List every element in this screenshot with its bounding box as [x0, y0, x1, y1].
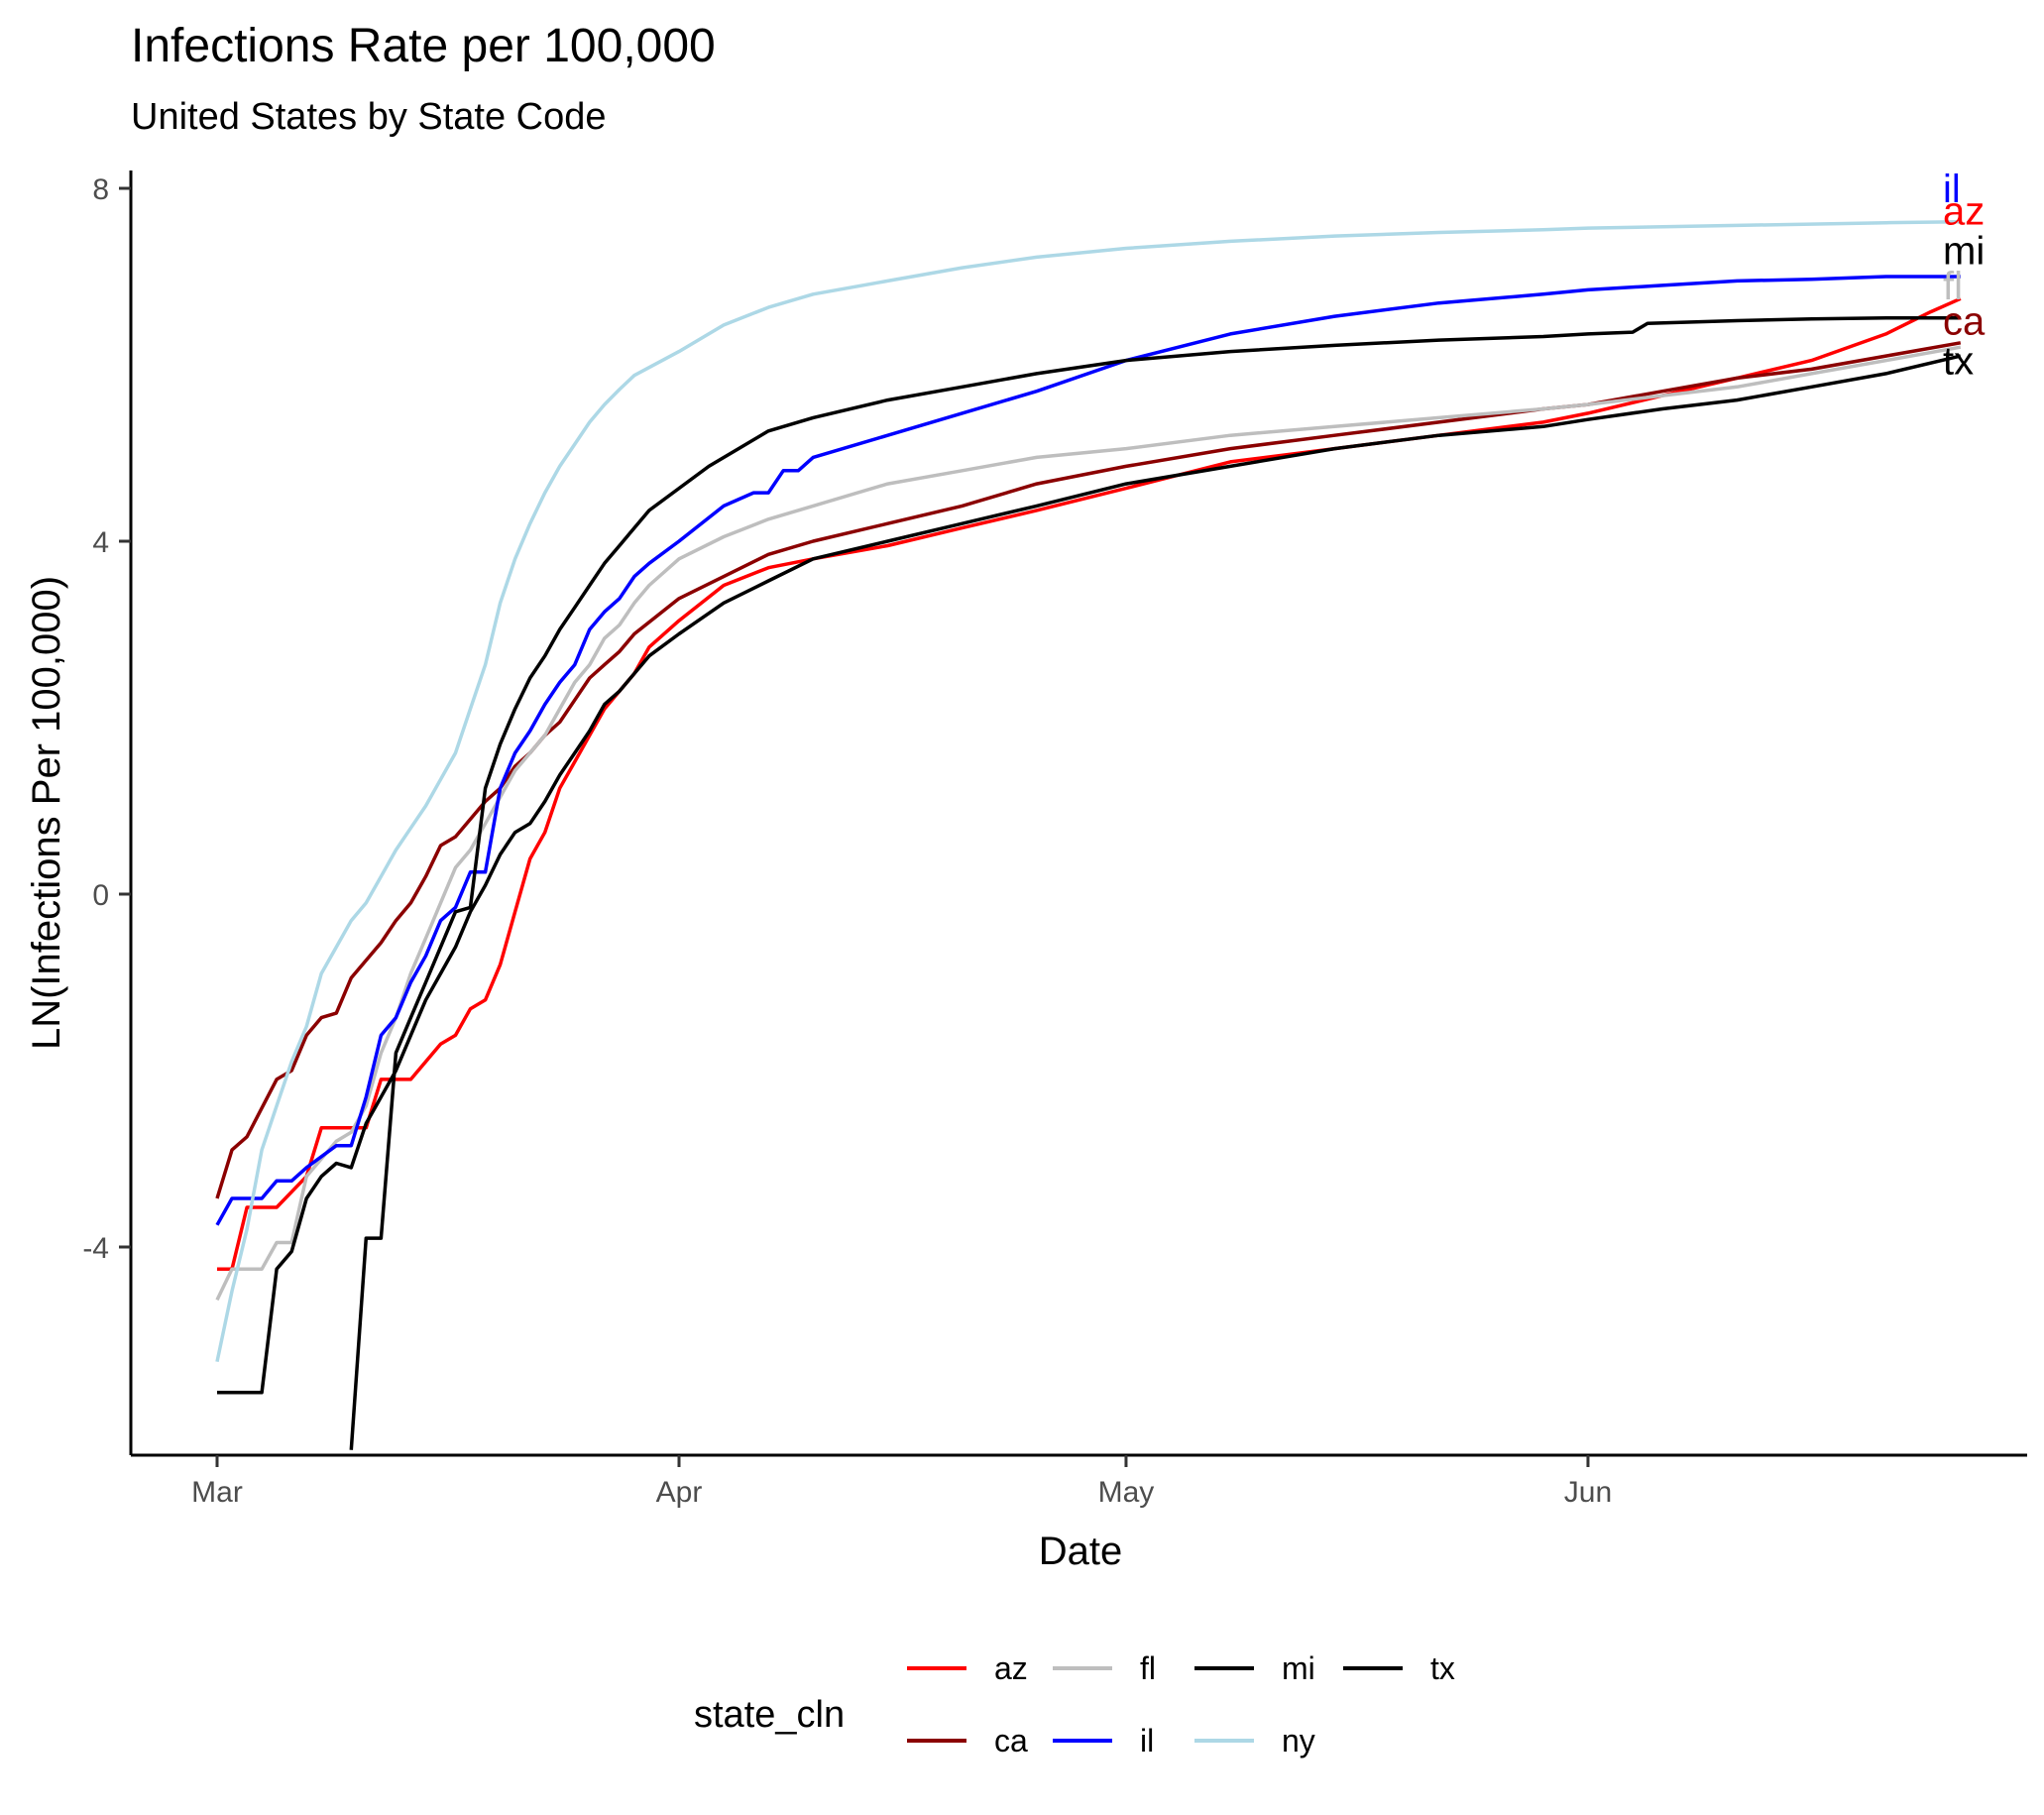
plot-lines [215, 220, 1962, 1450]
legend-item-az: az [907, 1650, 1028, 1686]
x-axis-title: Date [1039, 1530, 1123, 1573]
y-tick-label: 8 [92, 173, 109, 206]
x-tick-label: Jun [1564, 1476, 1612, 1509]
y-tick-label: -4 [82, 1232, 109, 1265]
end-label-tx: tx [1943, 340, 1974, 384]
legend: state_cln az ca fl il mi ny tx [694, 1650, 1455, 1758]
end-label-ca: ca [1943, 300, 1986, 344]
x-tick-label: Mar [191, 1476, 243, 1509]
series-line-az [217, 296, 1962, 1272]
series-line-ny [215, 220, 1961, 1363]
x-tick-label: May [1098, 1476, 1155, 1509]
chart-title: Infections Rate per 100,000 [131, 20, 716, 72]
legend-title: state_cln [694, 1694, 845, 1736]
legend-item-mi: mi [1194, 1650, 1315, 1686]
legend-label-fl: fl [1140, 1650, 1156, 1686]
x-ticks: Mar Apr May Jun [191, 1455, 1612, 1509]
series-line-tx [217, 354, 1962, 1395]
series-line-il [215, 275, 1961, 1226]
legend-label-mi: mi [1282, 1650, 1315, 1686]
end-label-az: az [1943, 189, 1985, 233]
y-ticks: -4 0 4 8 [82, 173, 131, 1265]
legend-items: az ca fl il mi ny tx [907, 1650, 1455, 1758]
end-label-mi: mi [1943, 229, 1985, 273]
y-tick-label: 0 [92, 879, 109, 912]
series-line-ca [215, 341, 1962, 1199]
y-axis-title: LN(Infections Per 100,000) [25, 576, 68, 1050]
legend-label-ca: ca [994, 1723, 1028, 1758]
end-label-fl: fl [1943, 265, 1963, 308]
series-line-mi [349, 316, 1961, 1450]
legend-item-fl: fl [1053, 1650, 1156, 1686]
legend-item-tx: tx [1343, 1650, 1455, 1686]
legend-label-il: il [1140, 1723, 1154, 1758]
legend-label-ny: ny [1282, 1723, 1315, 1758]
legend-item-ca: ca [907, 1723, 1028, 1758]
legend-label-az: az [994, 1650, 1028, 1686]
legend-item-il: il [1053, 1723, 1154, 1758]
x-tick-label: Apr [656, 1476, 703, 1509]
chart-subtitle: United States by State Code [131, 96, 607, 138]
legend-item-ny: ny [1194, 1723, 1315, 1758]
legend-label-tx: tx [1430, 1650, 1455, 1686]
series-line-fl [215, 345, 1962, 1302]
end-label-il: il [1943, 168, 1961, 211]
y-tick-label: 4 [92, 526, 109, 559]
